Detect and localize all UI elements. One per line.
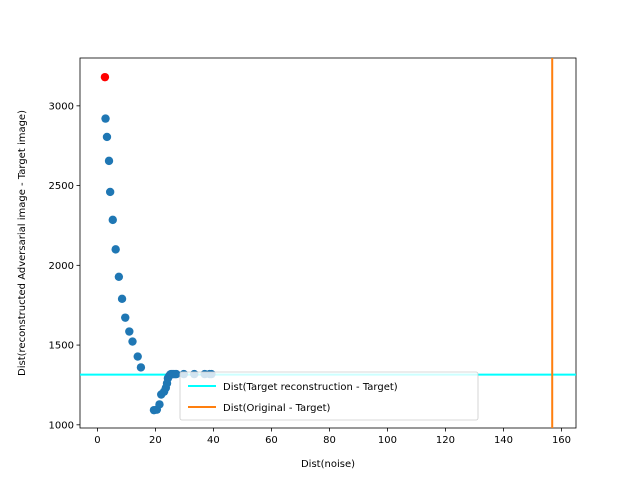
data-point	[125, 327, 134, 336]
data-point	[105, 187, 115, 197]
y-axis-label: Dist(reconstructed Adversarial image - T…	[17, 110, 28, 376]
x-tick-label: 120	[436, 435, 455, 446]
legend: Dist(Target reconstruction - Target) Dis…	[179, 371, 479, 421]
data-point	[121, 313, 130, 322]
legend-label-target-reconstruction: Dist(Target reconstruction - Target)	[223, 382, 398, 393]
data-point	[128, 337, 137, 346]
y-tick-label: 1500	[49, 341, 74, 352]
data-point	[172, 369, 181, 379]
x-tick-label: 60	[265, 435, 278, 446]
data-point	[114, 272, 124, 282]
x-axis-label: Dist(noise)	[301, 459, 355, 470]
data-point	[155, 400, 164, 409]
plot-area	[79, 57, 577, 429]
legend-box	[179, 371, 479, 421]
data-point	[104, 156, 114, 166]
highlight-point	[100, 72, 110, 82]
x-tick-label: 0	[94, 435, 100, 446]
data-point	[133, 352, 142, 361]
data-point	[102, 132, 112, 142]
data-point	[136, 363, 146, 372]
data-point	[108, 215, 117, 225]
x-tick-label: 160	[552, 435, 571, 446]
x-tick-label: 80	[323, 435, 336, 446]
x-tick-label: 40	[207, 435, 220, 446]
y-tick-label: 2000	[49, 261, 74, 272]
x-axis-ticks: 0 20 40 60 80 100 120 140 160	[94, 428, 571, 446]
y-tick-label: 2500	[49, 181, 74, 192]
plot-frame	[79, 57, 577, 429]
data-point	[111, 245, 120, 254]
x-tick-label: 140	[494, 435, 513, 446]
x-tick-label: 100	[378, 435, 397, 446]
x-tick-label: 20	[149, 435, 162, 446]
y-axis-ticks: 1000 1500 2000 2500 3000	[49, 101, 80, 431]
data-point	[101, 114, 110, 123]
legend-label-original: Dist(Original - Target)	[223, 403, 331, 414]
data-point	[117, 294, 127, 304]
y-tick-label: 1000	[49, 420, 74, 431]
y-tick-label: 3000	[49, 101, 74, 112]
